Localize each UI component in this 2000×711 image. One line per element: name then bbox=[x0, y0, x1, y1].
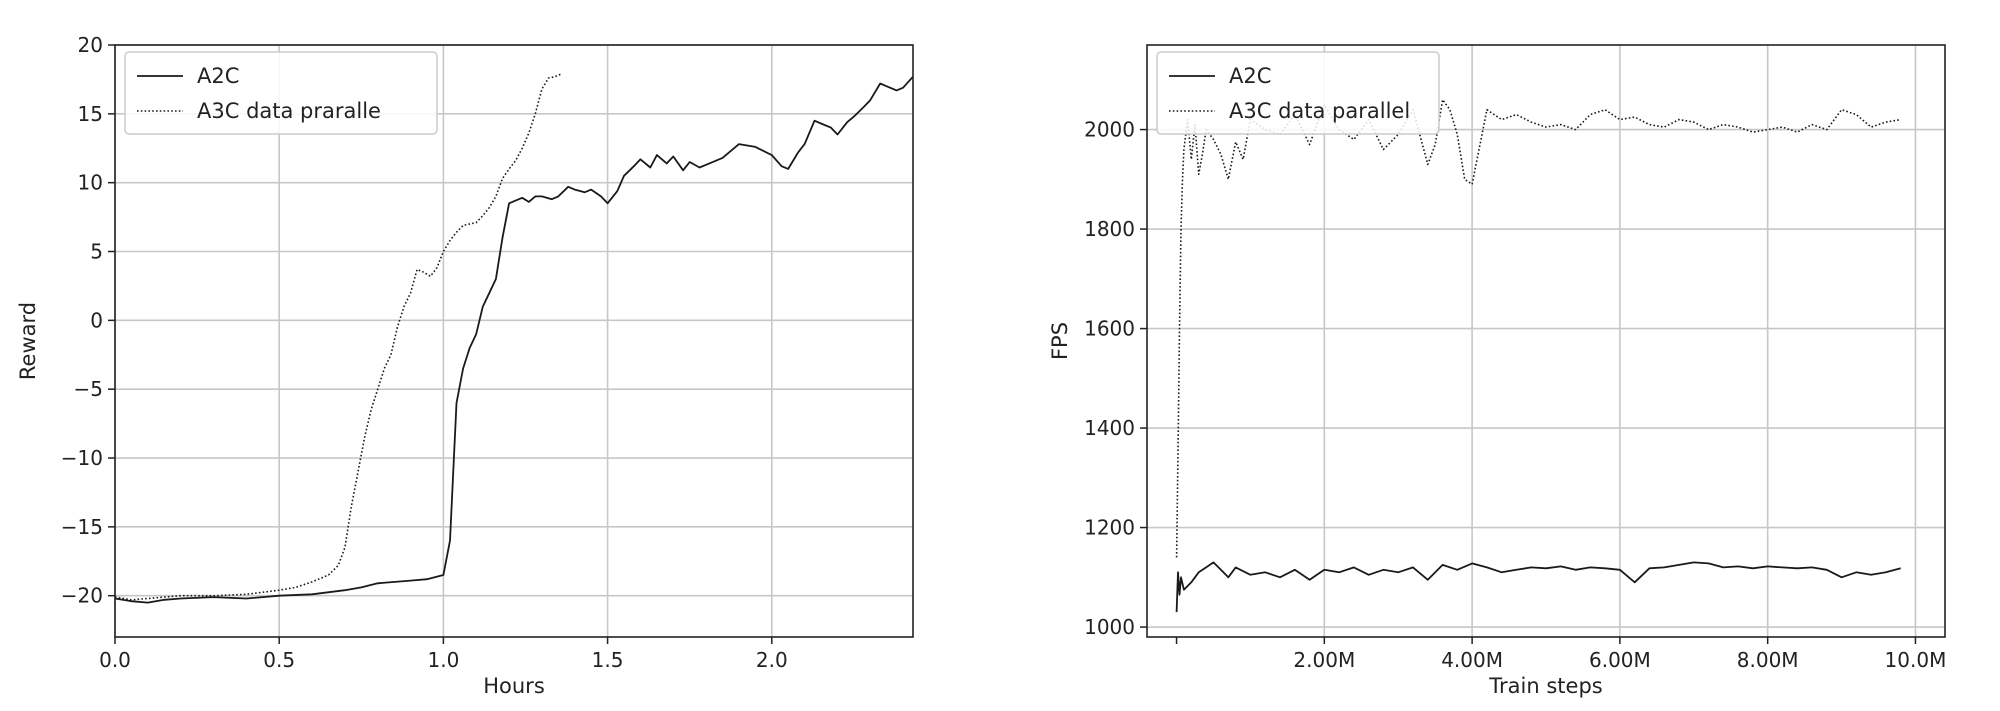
reward-chart-ytick-label: 5 bbox=[90, 240, 103, 264]
reward-chart-frame bbox=[114, 44, 914, 638]
fps-chart-ytick-label: 1600 bbox=[1084, 317, 1135, 341]
reward-chart-ticks: 0.0 0.5 1.0 1.5 2.0 −20 −15 −10 −5 0 5 10 15 20 bbox=[61, 33, 788, 672]
fps-chart-xlabel: Train steps bbox=[1488, 674, 1602, 698]
reward-chart-ytick-label: −10 bbox=[61, 446, 103, 470]
fps-chart-ylabel: FPS bbox=[1048, 322, 1072, 360]
reward-chart-legend-box bbox=[124, 51, 438, 135]
reward-chart-series bbox=[114, 73, 914, 604]
fps-chart-ticks: 2.00M 4.00M 6.00M 8.00M 10.0M 1000 1200 1400 160… bbox=[1084, 118, 1946, 672]
reward-chart-legend-label: A2C bbox=[197, 64, 239, 88]
fps-chart-ytick-label: 1800 bbox=[1084, 217, 1135, 241]
reward-chart: 0.0 0.5 1.0 1.5 2.0 −20 −15 −10 −5 0 5 10 15 20 Hours… bbox=[16, 33, 914, 698]
reward-chart-ytick-label: −15 bbox=[61, 515, 103, 539]
reward-chart-ytick-label: 10 bbox=[78, 171, 103, 195]
fps-chart-ytick-label: 1000 bbox=[1084, 615, 1135, 639]
reward-chart-series-a2c bbox=[114, 76, 914, 604]
reward-chart-ytick-label: 15 bbox=[78, 102, 103, 126]
fps-chart-series-a2c bbox=[1175, 561, 1901, 613]
fps-chart-frame bbox=[1146, 44, 1946, 638]
fps-chart-ytick-label: 1400 bbox=[1084, 416, 1135, 440]
reward-chart-ytick-label: 20 bbox=[78, 33, 103, 57]
fps-chart-xtick-label: 10.0M bbox=[1885, 648, 1947, 672]
fps-chart: 2.00M 4.00M 6.00M 8.00M 10.0M 1000 1200 1400 160… bbox=[1048, 44, 1946, 698]
reward-chart-legend: A2C A3C data praralle bbox=[124, 51, 438, 135]
reward-chart-xlabel: Hours bbox=[483, 674, 545, 698]
reward-chart-ylabel: Reward bbox=[16, 302, 40, 380]
reward-chart-xtick-label: 0.0 bbox=[99, 648, 131, 672]
fps-chart-ytick-label: 2000 bbox=[1084, 118, 1135, 142]
reward-chart-series-a3c bbox=[114, 73, 562, 601]
fps-chart-legend-label: A3C data parallel bbox=[1229, 99, 1410, 123]
reward-chart-ytick-label: 0 bbox=[90, 308, 103, 332]
reward-chart-legend-label: A3C data praralle bbox=[197, 99, 381, 123]
fps-chart-legend-box bbox=[1156, 51, 1440, 135]
fps-chart-xtick-label: 4.00M bbox=[1441, 648, 1503, 672]
fps-chart-legend: A2C A3C data parallel bbox=[1156, 51, 1440, 135]
fps-chart-series bbox=[1175, 98, 1901, 613]
fps-chart-xtick-label: 8.00M bbox=[1737, 648, 1799, 672]
reward-chart-xtick-label: 0.5 bbox=[263, 648, 295, 672]
fps-chart-ytick-label: 1200 bbox=[1084, 516, 1135, 540]
fps-chart-xtick-label: 6.00M bbox=[1589, 648, 1651, 672]
reward-chart-ytick-label: −20 bbox=[61, 584, 103, 608]
reward-chart-xtick-label: 2.0 bbox=[756, 648, 788, 672]
fps-chart-legend-label: A2C bbox=[1229, 64, 1271, 88]
fps-chart-xtick-label: 2.00M bbox=[1293, 648, 1355, 672]
reward-chart-xtick-label: 1.0 bbox=[427, 648, 459, 672]
reward-chart-ytick-label: −5 bbox=[74, 377, 103, 401]
reward-chart-xtick-label: 1.5 bbox=[592, 648, 624, 672]
